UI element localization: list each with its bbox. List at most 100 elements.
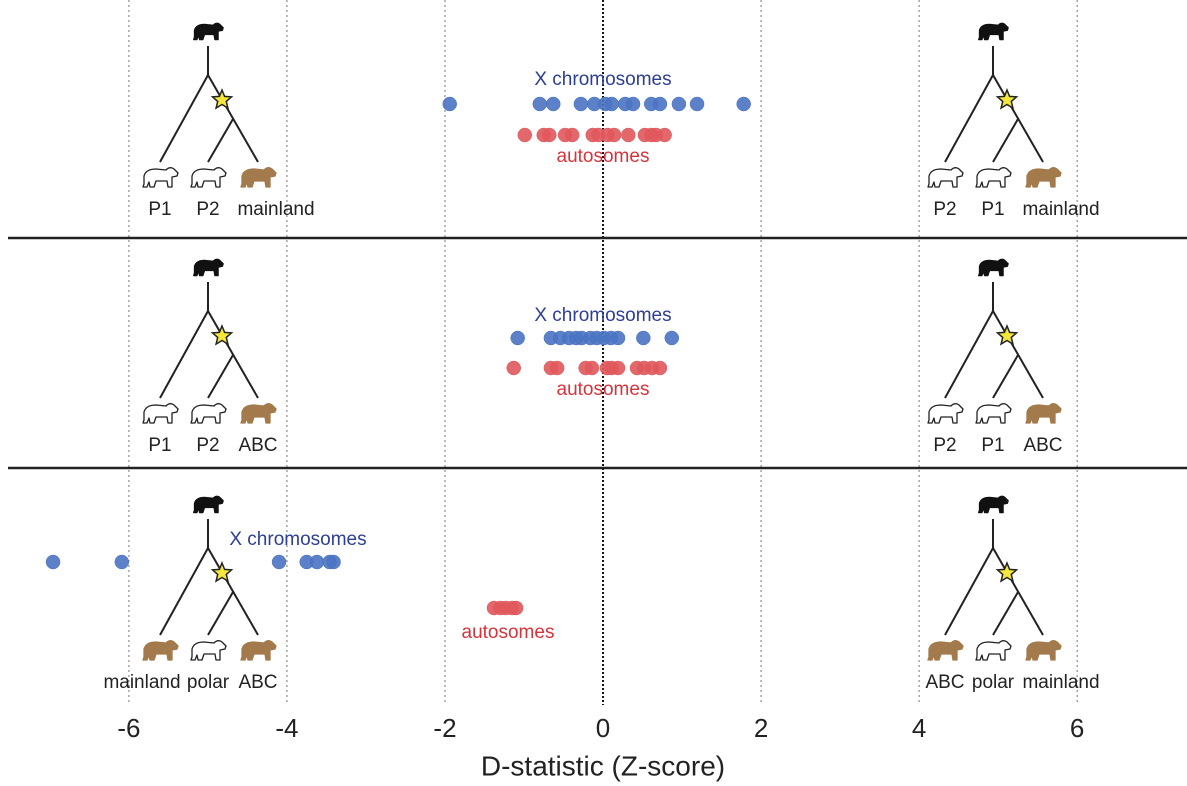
- tree-leaf-label: P2: [196, 435, 219, 456]
- data-point: [621, 128, 635, 142]
- data-point: [636, 331, 650, 345]
- brown-bear-icon: [1026, 404, 1061, 423]
- data-point: [653, 97, 667, 111]
- tree-leaf-label: P2: [196, 199, 219, 220]
- polar-bear-icon: [928, 168, 963, 187]
- tree-branch: [993, 592, 1018, 635]
- data-point: [737, 97, 751, 111]
- data-point: [443, 97, 457, 111]
- introgression-star: [213, 563, 232, 581]
- data-point: [327, 555, 341, 569]
- data-point: [518, 128, 532, 142]
- data-point: [672, 97, 686, 111]
- bear-shape: [976, 404, 1011, 423]
- tree-leaf-label: P1: [981, 199, 1004, 220]
- bear-shape: [191, 404, 226, 423]
- data-point: [115, 555, 129, 569]
- data-point: [565, 128, 579, 142]
- tree-leaf-label: mainland: [237, 199, 314, 220]
- tree-leaf-label: P2: [933, 435, 956, 456]
- bear-shape: [979, 23, 1009, 39]
- data-point: [310, 555, 324, 569]
- data-point: [546, 97, 560, 111]
- bear-shape: [928, 168, 963, 187]
- outgroup-bear: [979, 496, 1009, 512]
- bear-shape: [1026, 404, 1061, 423]
- bear-shape: [1026, 168, 1061, 187]
- data-point: [611, 361, 625, 375]
- introgression-star: [998, 563, 1017, 581]
- chart: D-statistic (Z-score) -6-4-20246P1P2main…: [0, 0, 1187, 786]
- tree-leaf-label: ABC: [1023, 435, 1062, 456]
- tree-leaf-label: P1: [981, 435, 1004, 456]
- tree-leaf-label: mainland: [1022, 672, 1099, 693]
- polar-bear-icon: [976, 404, 1011, 423]
- tree-branch: [208, 592, 233, 635]
- polar-bear-icon: [143, 404, 178, 423]
- series-label: autosomes: [462, 622, 555, 643]
- bear-shape: [194, 23, 224, 39]
- brown-bear-icon: [928, 641, 963, 660]
- data-point: [550, 361, 564, 375]
- outgroup-bear: [979, 23, 1009, 39]
- x-tick-label: 4: [912, 713, 926, 743]
- bear-shape: [194, 259, 224, 275]
- introgression-star: [213, 326, 232, 344]
- bear-shape: [191, 168, 226, 187]
- polar-bear-icon: [191, 404, 226, 423]
- bear-shape: [928, 641, 963, 660]
- data-point: [511, 331, 525, 345]
- polar-bear-icon: [143, 168, 178, 187]
- x-tick-label: 2: [754, 713, 768, 743]
- tree-branch: [945, 75, 993, 162]
- data-point: [665, 331, 679, 345]
- brown-bear-icon: [1026, 641, 1061, 660]
- introgression-star: [998, 326, 1017, 344]
- x-tick-label: 0: [596, 713, 610, 743]
- tree-branch: [160, 548, 208, 635]
- data-point: [607, 128, 621, 142]
- series-label: X chromosomes: [229, 529, 366, 550]
- data-point: [611, 331, 625, 345]
- data-point: [658, 128, 672, 142]
- bear-shape: [241, 404, 276, 423]
- brown-bear-icon: [1026, 168, 1061, 187]
- data-point: [585, 361, 599, 375]
- bear-shape: [143, 168, 178, 187]
- bear-shape: [143, 404, 178, 423]
- polar-bear-icon: [976, 641, 1011, 660]
- introgression-star: [213, 90, 232, 108]
- outgroup-bear: [194, 23, 224, 39]
- bear-shape: [191, 641, 226, 660]
- tree-leaf-label: mainland: [103, 672, 180, 693]
- tree-leaf-label: P2: [933, 199, 956, 220]
- tree-branch: [160, 75, 208, 162]
- brown-bear-icon: [241, 168, 276, 187]
- tree-branch: [945, 548, 993, 635]
- outgroup-bear: [979, 259, 1009, 275]
- x-axis-label: D-statistic (Z-score): [481, 750, 725, 781]
- bear-shape: [241, 168, 276, 187]
- polar-bear-icon: [191, 641, 226, 660]
- bear-shape: [976, 641, 1011, 660]
- series-label: autosomes: [557, 379, 650, 400]
- tree-leaf-label: ABC: [238, 435, 277, 456]
- tree-branch: [945, 311, 993, 398]
- data-point: [690, 97, 704, 111]
- data-point: [605, 97, 619, 111]
- data-point: [509, 601, 523, 615]
- bear-shape: [1026, 641, 1061, 660]
- x-tick-label: -4: [275, 713, 298, 743]
- data-point: [533, 97, 547, 111]
- brown-bear-icon: [241, 641, 276, 660]
- x-tick-label: 6: [1070, 713, 1084, 743]
- bear-shape: [194, 496, 224, 512]
- data-point: [653, 361, 667, 375]
- tree-leaf-label: polar: [972, 672, 1015, 693]
- tree-leaf-label: P1: [148, 199, 171, 220]
- tree-branch: [208, 355, 233, 398]
- outgroup-bear: [194, 259, 224, 275]
- series-label: X chromosomes: [534, 69, 671, 90]
- x-tick-label: -2: [433, 713, 456, 743]
- tree-leaf-label: polar: [187, 672, 230, 693]
